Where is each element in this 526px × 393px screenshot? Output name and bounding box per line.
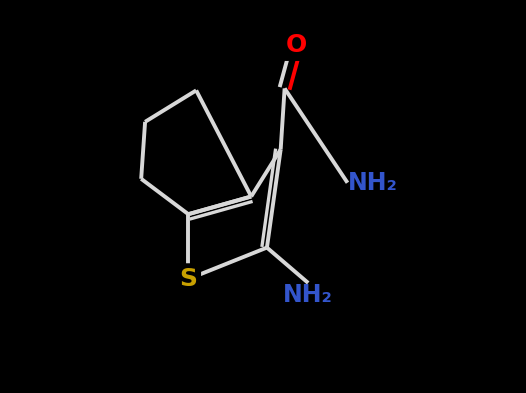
Text: NH₂: NH₂ xyxy=(284,283,333,307)
Text: NH₂: NH₂ xyxy=(348,171,397,195)
Text: S: S xyxy=(179,267,197,291)
Text: O: O xyxy=(286,33,307,57)
